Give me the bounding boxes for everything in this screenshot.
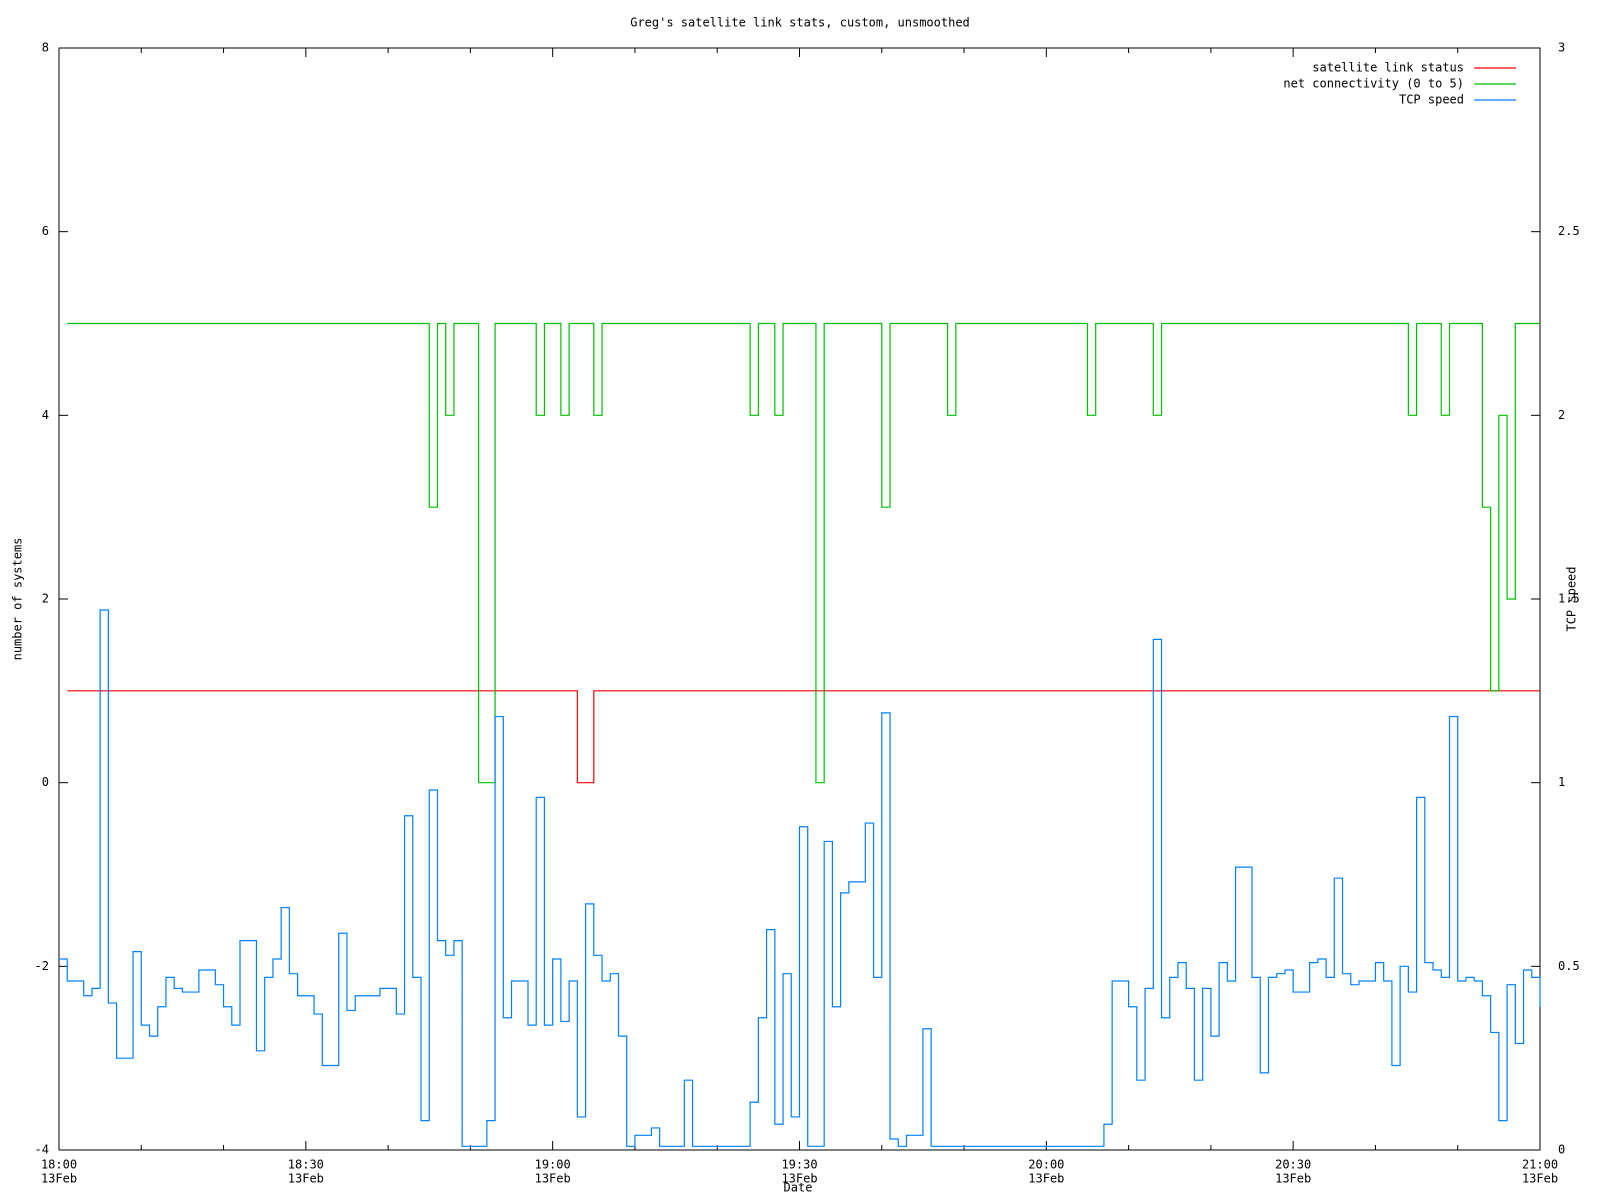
y-tick-label: 6 — [42, 224, 49, 238]
legend-label: net connectivity (0 to 5) — [1283, 77, 1464, 91]
y2-tick-label: 2 — [1558, 408, 1565, 422]
y2-tick-label: 2.5 — [1558, 224, 1580, 238]
series-line — [67, 322, 1540, 784]
series-line — [59, 609, 1541, 1147]
x-axis-label: Date — [784, 1181, 813, 1195]
y-tick-label: -4 — [35, 1143, 49, 1157]
y2-tick-label: 3 — [1558, 41, 1565, 55]
y-tick-label: 4 — [42, 408, 49, 422]
x-tick-date: 13Feb — [1522, 1172, 1558, 1186]
y2-axis-label: TCP speed — [1565, 566, 1579, 631]
x-tick-date: 13Feb — [781, 1172, 817, 1186]
y-tick-label: 2 — [42, 592, 49, 606]
y-tick-label: -2 — [35, 959, 49, 973]
y-tick-label: 0 — [42, 775, 49, 789]
chart-title: Greg's satellite link stats, custom, uns… — [630, 16, 970, 30]
x-tick-date: 13Feb — [1275, 1172, 1311, 1186]
x-tick-date: 13Feb — [41, 1172, 77, 1186]
x-tick-date: 13Feb — [535, 1172, 571, 1186]
y-tick-label: 8 — [42, 41, 49, 55]
x-tick-label: 18:00 — [41, 1158, 77, 1172]
y2-tick-label: 0.5 — [1558, 959, 1580, 973]
x-tick-label: 19:00 — [535, 1158, 571, 1172]
x-tick-label: 21:00 — [1522, 1158, 1558, 1172]
x-tick-label: 18:30 — [288, 1158, 324, 1172]
x-tick-date: 13Feb — [288, 1172, 324, 1186]
y2-tick-label: 1.5 — [1558, 592, 1580, 606]
series-line — [67, 690, 1540, 784]
x-tick-label: 20:30 — [1275, 1158, 1311, 1172]
legend-label: satellite link status — [1312, 61, 1464, 75]
y2-tick-label: 1 — [1558, 775, 1565, 789]
x-tick-label: 20:00 — [1028, 1158, 1064, 1172]
x-tick-date: 13Feb — [1028, 1172, 1064, 1186]
x-tick-label: 19:30 — [781, 1158, 817, 1172]
legend-label: TCP speed — [1399, 93, 1464, 107]
y-axis-label: number of systems — [11, 538, 25, 661]
y2-tick-label: 0 — [1558, 1143, 1565, 1157]
